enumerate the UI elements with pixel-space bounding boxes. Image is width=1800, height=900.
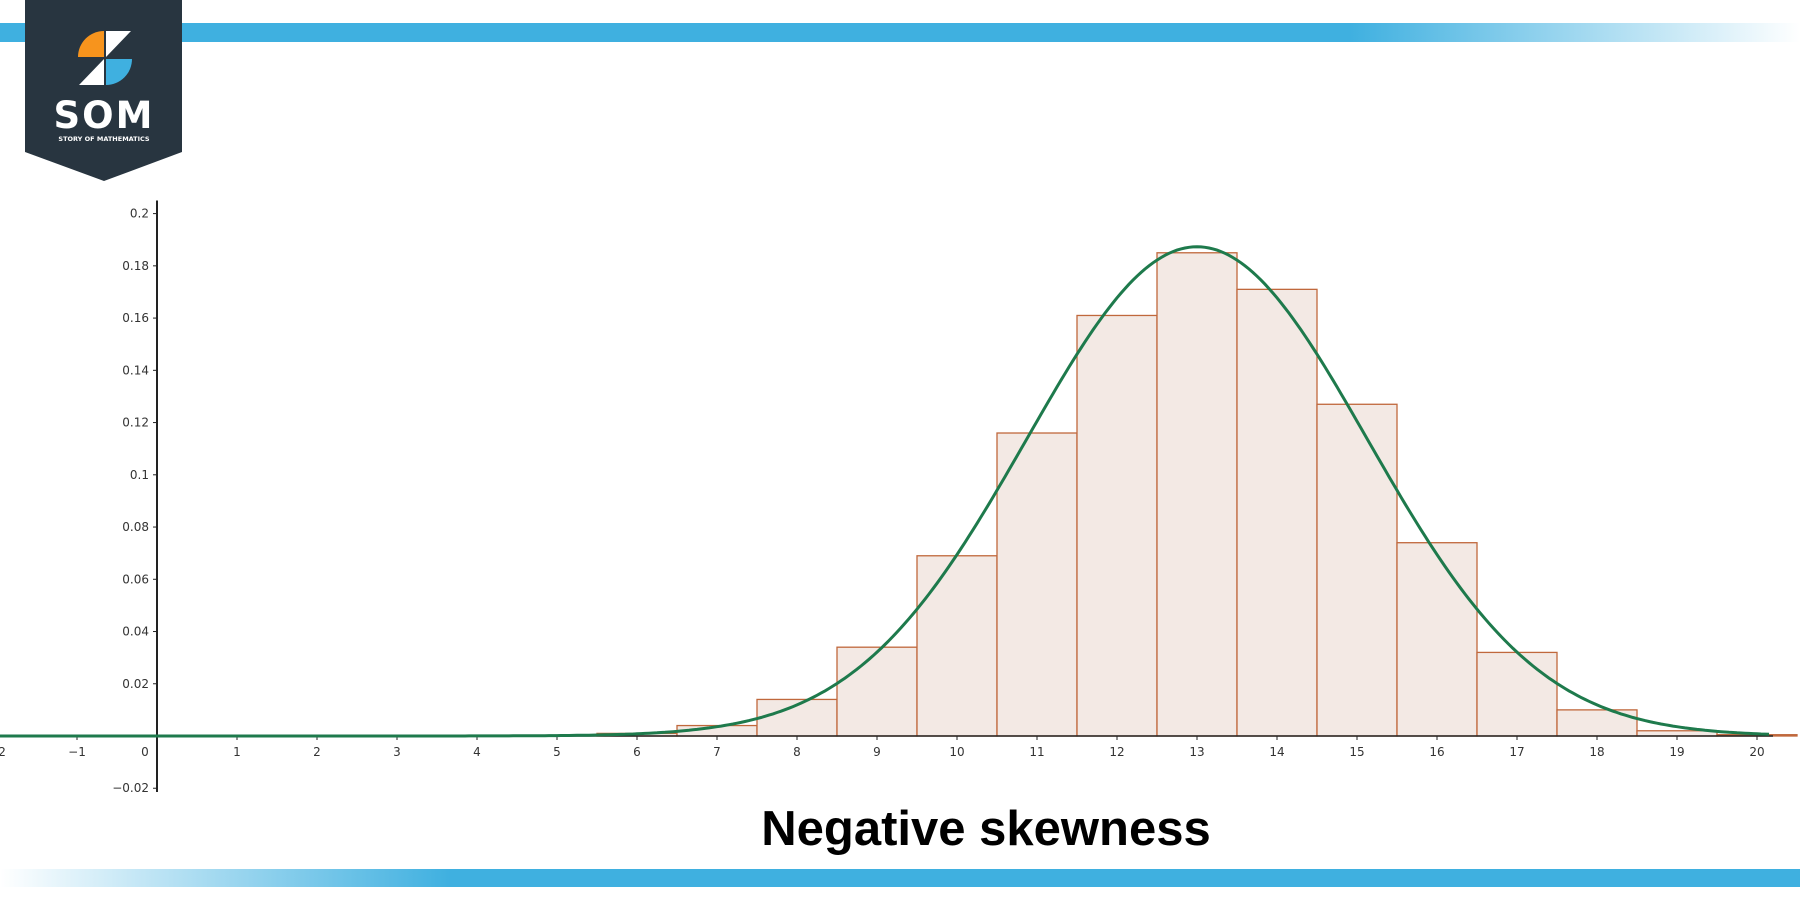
x-tick-label: 5 <box>553 745 561 759</box>
histogram-bar <box>996 432 1078 737</box>
histogram-bar <box>1236 288 1318 737</box>
y-tick-label: −0.02 <box>112 781 149 795</box>
y-tick-label: 0.08 <box>122 520 149 534</box>
top-band <box>0 23 1800 42</box>
y-tick-label: 0.14 <box>122 363 149 377</box>
x-tick-label: 10 <box>949 745 964 759</box>
x-tick-label: 14 <box>1269 745 1284 759</box>
x-tick-label: 13 <box>1189 745 1204 759</box>
x-tick-label: 3 <box>393 745 401 759</box>
x-tick-label: 20 <box>1749 745 1764 759</box>
histogram-bar <box>1316 403 1398 737</box>
x-tick-label: 4 <box>473 745 481 759</box>
normal-curve <box>0 245 1770 738</box>
histogram-bar <box>1476 651 1558 737</box>
histogram-bar <box>1076 314 1158 737</box>
logo-text: SOM <box>54 94 155 137</box>
x-tick-label: 12 <box>1109 745 1124 759</box>
y-tick-label: 0.1 <box>130 468 149 482</box>
y-tick-label: 0.06 <box>122 572 149 586</box>
logo-shield <box>25 0 182 181</box>
bottom-band <box>0 869 1800 887</box>
y-tick-label: 0.2 <box>130 207 149 221</box>
x-tick-label: 18 <box>1589 745 1604 759</box>
x-tick-label: 8 <box>793 745 801 759</box>
x-tick-label: 0 <box>141 745 149 759</box>
y-tick-label: 0.12 <box>122 416 149 430</box>
x-tick-label: 7 <box>713 745 721 759</box>
y-tick-label: 0.16 <box>122 311 149 325</box>
y-tick-label: 0.18 <box>122 259 149 273</box>
logo-mark-icon <box>78 31 132 85</box>
chart-title: Negative skewness <box>761 802 1210 856</box>
som-logo: SOM STORY OF MATHEMATICS <box>25 0 182 181</box>
y-tick-label: 0.04 <box>122 625 149 639</box>
histogram-bar <box>1156 252 1238 737</box>
x-tick-label: 2 <box>0 745 6 759</box>
x-tick-label: 15 <box>1349 745 1364 759</box>
x-tick-label: 1 <box>233 745 241 759</box>
histogram-bar <box>1396 542 1478 737</box>
logo-tagline: STORY OF MATHEMATICS <box>58 135 150 143</box>
x-tick-label: 9 <box>873 745 881 759</box>
x-tick-label: 17 <box>1509 745 1524 759</box>
x-tick-label: 19 <box>1669 745 1684 759</box>
x-tick-label: 16 <box>1429 745 1444 759</box>
x-tick-label: 6 <box>633 745 641 759</box>
x-tick-label: −1 <box>68 745 86 759</box>
histogram-bar <box>916 555 998 737</box>
y-tick-label: 0.02 <box>122 677 149 691</box>
histogram-chart: 2 −1 0 1 2 3 4 5 6 7 8 9 10 11 12 13 14 15 16 17 18 19 20−0.02… <box>0 200 1798 795</box>
x-tick-label: 11 <box>1029 745 1044 759</box>
histogram-bar <box>836 646 918 737</box>
x-tick-label: 2 <box>313 745 321 759</box>
